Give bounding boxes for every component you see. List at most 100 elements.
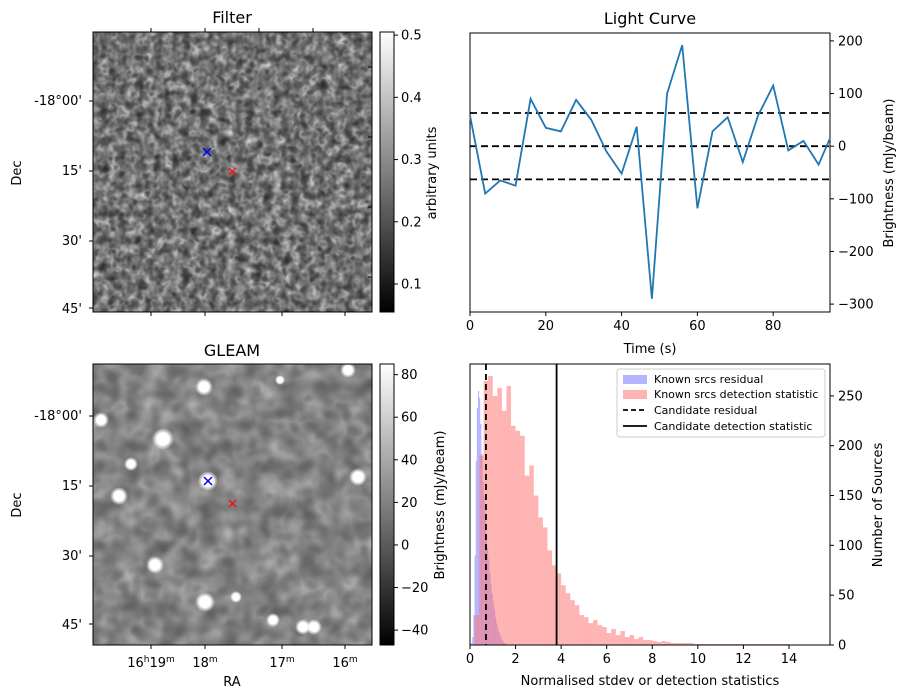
histogram-bar-detection (611, 629, 616, 645)
x-tick-label: 4 (557, 652, 565, 667)
histogram-bar-detection (624, 637, 630, 645)
filter-dec-tick: 30' (62, 234, 82, 249)
filter-dec-label: Dec (10, 160, 25, 185)
colorbar-tick-label: −20 (401, 581, 428, 596)
filter-title: Filter (212, 8, 252, 27)
y-tick-label: 200 (838, 439, 863, 454)
histogram-bar-detection (511, 425, 516, 645)
filter-dec-ticks: -18°00' 15' 30' 45' (34, 94, 82, 317)
histogram-bar-detection (529, 465, 534, 645)
filter-dec-tick: -18°00' (34, 94, 82, 109)
gleam-title: GLEAM (204, 341, 260, 360)
histogram-bar-detection (675, 643, 680, 645)
histogram-bar-detection (647, 640, 653, 645)
histogram-bar-detection (620, 631, 625, 645)
gleam-ra-tick: 18m (192, 655, 217, 671)
histogram-bar-detection (520, 435, 525, 645)
histogram-bar-detection (492, 395, 498, 645)
histogram-ylabel: Number of Sources (871, 443, 886, 568)
filter-dec-tick: 15' (62, 164, 82, 179)
filter-dec-tick: 45' (62, 302, 82, 317)
histogram-bar-detection (615, 635, 621, 645)
y-tick-label: 100 (838, 539, 863, 554)
histogram-bar-detection (501, 410, 507, 645)
gleam-dec-tick: -18°00' (34, 409, 82, 424)
light-curve-series-line (469, 44, 831, 299)
histogram-bar-detection (506, 385, 512, 645)
light-curve-x-ticks: 0 20 40 60 80 (466, 312, 781, 334)
gleam-ra-tick: 17m (269, 655, 294, 671)
histogram-bar-detection (565, 593, 571, 645)
histogram-bar-detection (661, 641, 666, 645)
histogram-bar-detection (679, 643, 685, 645)
legend-box (616, 368, 826, 438)
gleam-ra-ticks: 16h19m 18m 17m 16m (127, 655, 357, 671)
x-tick-label: 0 (466, 319, 474, 334)
gleam-dec-ticks: -18°00' 15' 30' 45' (34, 409, 82, 633)
histogram-bar-detection (474, 615, 480, 645)
histogram-bar-detection (643, 640, 648, 645)
histogram-bar-detection (665, 642, 671, 645)
histogram-bar-detection (588, 623, 594, 645)
filter-colorbar (379, 31, 395, 313)
gleam-colorbar-label: Brightness (mJy/beam) (433, 431, 448, 580)
histogram-bar-detection (542, 527, 548, 645)
filter-frame-ticks (89, 28, 372, 316)
histogram-vlines (485, 364, 558, 645)
histogram-bar-detection (538, 517, 543, 645)
histogram-bar-detection (634, 639, 639, 645)
x-tick-label: 20 (538, 319, 555, 334)
x-tick-label: 0 (466, 652, 474, 667)
histogram-bar-detection (583, 617, 589, 645)
x-tick-label: 8 (648, 652, 656, 667)
y-tick-label: 250 (838, 389, 863, 404)
histogram-bar-detection (684, 643, 689, 645)
filter-colorbar-label: arbitrary units (425, 126, 440, 219)
gleam-candidate-marker (228, 499, 237, 508)
histogram-bar-detection (556, 573, 562, 645)
gleam-dec-tick: 15' (62, 479, 82, 494)
histogram-frame (469, 363, 831, 646)
gleam-dec-tick: 30' (62, 549, 82, 564)
light-curve-ylabel: Brightness (mJy/beam) (882, 99, 897, 248)
y-tick-label: 200 (838, 34, 863, 49)
x-tick-label: 6 (603, 652, 611, 667)
histogram-bar-detection (570, 600, 575, 645)
gleam-frame (92, 363, 373, 646)
gleam-ra-label: RA (223, 675, 241, 690)
legend-label: Candidate detection statistic (654, 420, 812, 433)
histogram-bar-detection (652, 641, 657, 645)
histogram-bar-detection (602, 627, 607, 645)
histogram-bar-detection (533, 495, 539, 645)
histogram-x-ticks: 0 2 4 6 8 10 12 14 (466, 645, 797, 667)
x-tick-label: 10 (690, 652, 707, 667)
y-tick-label: 0 (838, 140, 846, 155)
y-tick-label: −100 (838, 192, 874, 207)
x-tick-label: 14 (781, 652, 798, 667)
histogram-bar-detection (515, 430, 521, 645)
histogram-bar-residual (476, 407, 478, 645)
light-curve-panel: Light Curve 0 20 40 60 80 200 100 0 −100 −200 −30… (466, 9, 897, 357)
colorbar-tick-label: 80 (401, 368, 418, 383)
histogram-bar-detection (670, 643, 676, 645)
histogram-panel: 0 2 4 6 8 10 12 14 0 50 100 150 200 250 Normalised s… (466, 363, 886, 689)
y-tick-label: 50 (838, 589, 855, 604)
histogram-bar-detection (488, 375, 493, 645)
histogram-legend: Known srcs residual Known srcs detection… (616, 368, 826, 438)
histogram-bar-detection (479, 455, 484, 645)
x-tick-label: 40 (613, 319, 630, 334)
colorbar-tick-label: 0.4 (401, 91, 422, 106)
light-curve-xlabel: Time (s) (623, 342, 677, 357)
legend-label: Known srcs detection statistic (654, 388, 818, 401)
colorbar-tick-label: 0.2 (401, 215, 422, 230)
gleam-frame-ticks (89, 415, 346, 649)
legend-swatch-detection (623, 390, 647, 399)
histogram-xlabel: Normalised stdev or detection statistics (521, 674, 780, 689)
y-tick-label: −300 (838, 298, 874, 313)
gleam-panel: GLEAM -18°00' 1 (10, 341, 448, 690)
colorbar-tick-label: 20 (401, 496, 418, 511)
y-tick-label: 100 (838, 87, 863, 102)
legend-label: Candidate residual (654, 404, 757, 417)
colorbar-tick-label: −40 (401, 624, 428, 639)
